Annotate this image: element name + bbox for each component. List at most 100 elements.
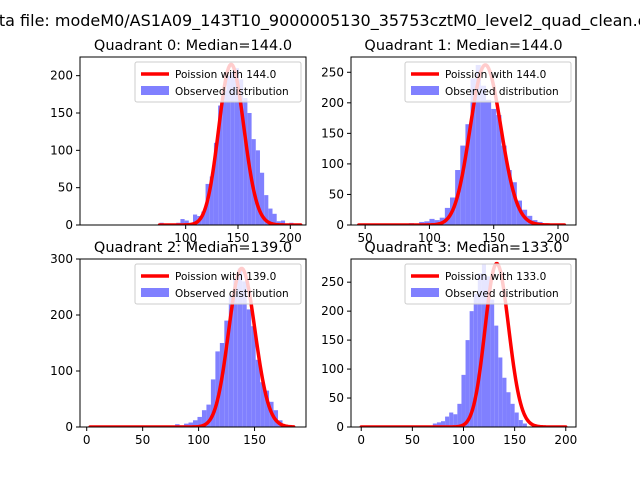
- histogram-bar: [494, 325, 499, 427]
- histogram-bar: [470, 78, 476, 225]
- plot-area: [359, 261, 568, 427]
- axes-frame: [79, 258, 307, 428]
- histogram-bar: [445, 416, 450, 427]
- histogram-bar: [201, 410, 207, 427]
- x-tick-label: 100: [174, 231, 197, 245]
- histogram-bar: [243, 98, 248, 225]
- x-tick-label: 150: [227, 231, 250, 245]
- histogram-bar: [514, 412, 519, 427]
- histogram-bar: [228, 295, 234, 427]
- x-tick-label: 100: [418, 231, 441, 245]
- histogram-bar: [496, 115, 502, 225]
- y-tick-label: 50: [58, 181, 73, 195]
- x-tick-label: 0: [83, 433, 91, 447]
- y-tick-label: 50: [329, 391, 344, 405]
- histogram-bar: [234, 68, 240, 225]
- histogram-bar: [436, 422, 441, 427]
- axes-frame: [350, 56, 577, 226]
- y-tick-label: 150: [321, 126, 344, 140]
- histogram-bar: [255, 359, 261, 427]
- x-tick-label: 200: [554, 433, 577, 447]
- histogram-bar: [260, 382, 265, 427]
- subplot-title: Quadrant 2: Median=139.0: [94, 240, 292, 256]
- x-tick-label: 50: [135, 433, 150, 447]
- x-tick-label: 100: [187, 433, 210, 447]
- legend-label-poisson: Poission with 144.0: [175, 69, 276, 81]
- y-tick-label: 150: [50, 106, 73, 120]
- subplot-title: Quadrant 1: Median=144.0: [364, 38, 562, 54]
- x-tick-label: 100: [452, 433, 475, 447]
- legend-label-poisson: Poission with 133.0: [445, 271, 546, 283]
- y-tick-label: 0: [336, 218, 344, 232]
- legend-label-observed: Observed distribution: [445, 288, 559, 300]
- histogram-bar: [272, 213, 277, 225]
- subplot-quadrant-0: 100 150 200 0 50 100 150 200 Quadrant 0: Median=…: [50, 38, 307, 245]
- histogram-bar: [502, 377, 507, 427]
- x-tick-label: 50: [358, 231, 373, 245]
- histogram-bar: [424, 221, 430, 225]
- histogram-bar: [498, 357, 503, 427]
- y-tick-label: 150: [321, 333, 344, 347]
- histogram-bar: [264, 195, 269, 225]
- histogram-bar: [242, 281, 247, 427]
- histogram-bar: [210, 379, 216, 427]
- y-tick-label: 0: [65, 218, 73, 232]
- histogram-bar: [480, 85, 486, 225]
- histogram-bar: [449, 412, 454, 427]
- y-tick-label: 0: [65, 420, 73, 434]
- histogram-bar: [213, 142, 219, 225]
- legend-box: [404, 61, 572, 103]
- histogram-bar: [215, 351, 220, 427]
- legend-box: [134, 263, 302, 305]
- y-tick-label: 100: [50, 364, 73, 378]
- histogram-bar: [206, 404, 211, 427]
- legend: Poission with 139.0 Observed distribution: [134, 263, 302, 305]
- x-tick-label: 150: [482, 231, 505, 245]
- y-tick-label: 300: [50, 252, 73, 266]
- legend: Poission with 144.0 Observed distribution: [404, 61, 572, 103]
- histogram-bar: [264, 390, 270, 427]
- histogram-bar: [193, 420, 198, 427]
- histogram-bar: [224, 320, 229, 427]
- legend-patch-swatch: [411, 86, 439, 95]
- x-tick-label: 200: [547, 231, 570, 245]
- legend-label-observed: Observed distribution: [175, 86, 289, 98]
- histogram-bar: [218, 105, 223, 225]
- y-tick-label: 200: [321, 96, 344, 110]
- histogram-bar: [465, 340, 470, 427]
- legend-label-observed: Observed distribution: [445, 86, 559, 98]
- histogram-bar: [486, 276, 491, 427]
- histogram-bar: [461, 374, 466, 427]
- y-tick-label: 200: [50, 308, 73, 322]
- histogram-bar: [453, 414, 458, 427]
- histogram-bar: [522, 423, 527, 427]
- histogram-bar: [280, 220, 286, 225]
- legend-patch-swatch: [141, 86, 169, 95]
- histogram-bar: [233, 278, 238, 427]
- legend-patch-swatch: [141, 288, 169, 297]
- x-tick-label: 200: [279, 231, 302, 245]
- subplot-quadrant-3: 0 50 100 150 200 0 50 100 150 200 250 Quadrant 3: M…: [321, 240, 577, 447]
- histogram-bar: [197, 416, 202, 427]
- histogram-bar: [510, 403, 515, 427]
- histogram-bar: [511, 182, 517, 225]
- subplot-title: Quadrant 0: Median=144.0: [94, 38, 292, 54]
- histogram-bar: [188, 422, 193, 427]
- histogram-bar: [429, 218, 435, 225]
- y-tick-label: 100: [321, 157, 344, 171]
- x-tick-label: 150: [503, 433, 526, 447]
- histogram-bar: [457, 403, 462, 427]
- histogram-bar: [506, 392, 511, 427]
- legend: Poission with 144.0 Observed distribution: [134, 61, 302, 103]
- histogram-bar: [516, 200, 522, 225]
- histogram-bar: [201, 211, 206, 225]
- histogram-bar: [180, 219, 185, 225]
- histogram-bar: [209, 176, 214, 225]
- legend: Poission with 133.0 Observed distribution: [404, 263, 572, 305]
- histogram-bar: [490, 299, 495, 427]
- subplot-title: Quadrant 3: Median=133.0: [364, 240, 562, 256]
- y-tick-label: 200: [50, 69, 73, 83]
- legend-box: [404, 263, 572, 305]
- y-tick-label: 200: [321, 304, 344, 318]
- y-tick-label: 250: [321, 65, 344, 79]
